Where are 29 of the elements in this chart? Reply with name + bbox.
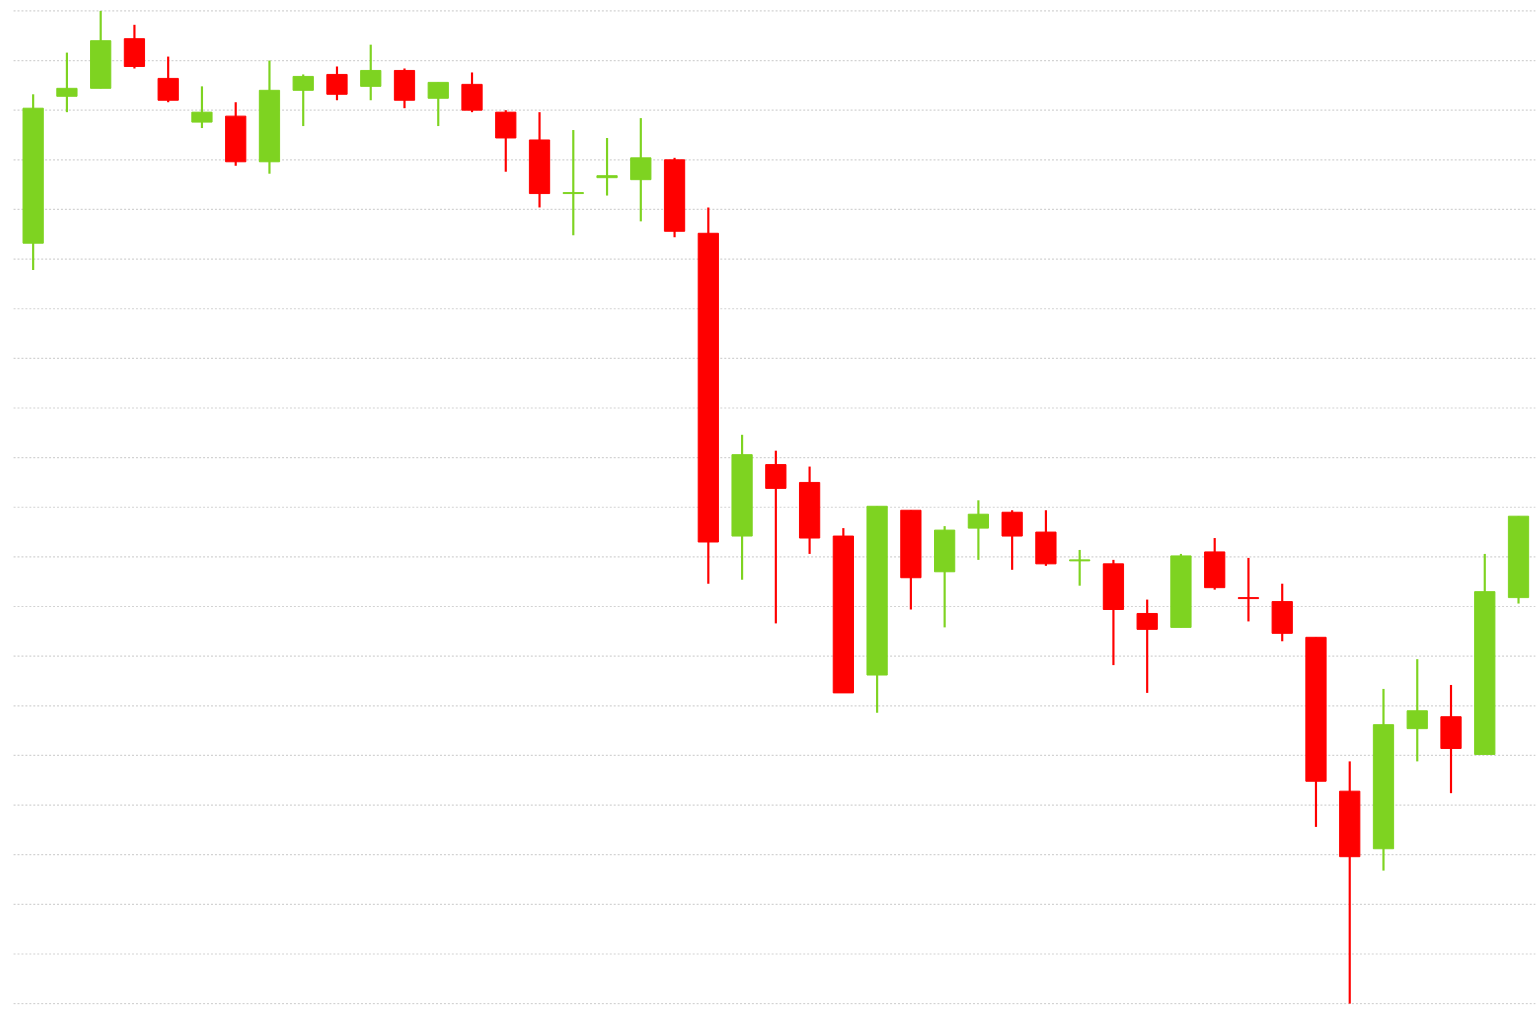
candlestick <box>562 128 584 237</box>
candlestick <box>393 67 416 110</box>
candlestick <box>630 117 652 223</box>
candlestick <box>1237 556 1260 623</box>
candlestick <box>360 43 382 102</box>
candlestick <box>934 525 956 629</box>
candlestick <box>225 101 247 167</box>
candlestick <box>461 71 483 114</box>
candlestick <box>123 23 146 70</box>
candlestick <box>292 73 314 128</box>
candlestick <box>191 85 213 130</box>
candlestick <box>1440 683 1462 795</box>
candlestick <box>495 109 517 173</box>
candlestick <box>1035 509 1057 567</box>
candlestick <box>1271 582 1293 643</box>
candlestick <box>1204 536 1226 591</box>
candlestick <box>967 499 990 561</box>
candlestick <box>90 9 112 90</box>
candlestick <box>56 51 78 114</box>
candlestick <box>1102 558 1125 667</box>
candlestick <box>427 81 449 128</box>
candlestick <box>1069 548 1091 587</box>
candlestick <box>157 55 179 104</box>
candlestick <box>596 136 618 197</box>
candlestick <box>1136 598 1158 694</box>
candlestick <box>1406 658 1428 763</box>
candlestick <box>1001 509 1023 571</box>
candlestick <box>765 449 787 625</box>
candlestick <box>326 65 348 102</box>
